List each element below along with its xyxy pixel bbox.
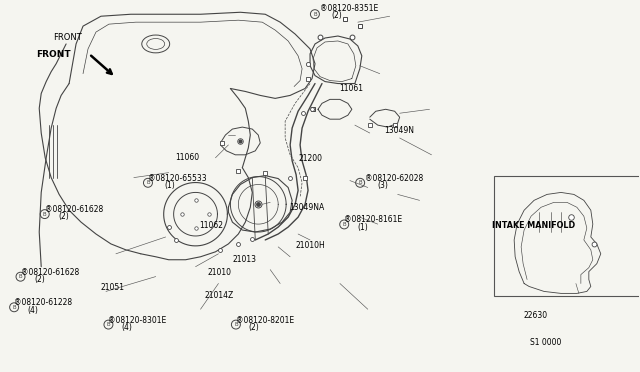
Text: ®08120-62028: ®08120-62028: [365, 174, 423, 183]
Text: 13049NA: 13049NA: [289, 202, 324, 212]
Text: 21013: 21013: [232, 255, 256, 264]
Text: B: B: [12, 305, 16, 310]
Text: B: B: [146, 180, 150, 185]
Text: ®08120-8351E: ®08120-8351E: [320, 4, 378, 13]
Text: (2): (2): [59, 212, 70, 221]
Text: 21051: 21051: [100, 283, 124, 292]
Text: B: B: [19, 274, 22, 279]
Text: (3): (3): [378, 181, 388, 190]
Text: FRONT: FRONT: [36, 51, 71, 60]
Text: (1): (1): [357, 223, 368, 232]
Text: (2): (2): [248, 323, 259, 332]
Text: ®08120-8301E: ®08120-8301E: [108, 315, 166, 325]
Text: 21014Z: 21014Z: [204, 291, 233, 299]
Text: B: B: [342, 222, 346, 227]
Text: B: B: [358, 180, 362, 185]
Text: B: B: [234, 322, 237, 327]
Text: S1 0000: S1 0000: [531, 338, 562, 347]
Text: ®08120-65533: ®08120-65533: [148, 174, 207, 183]
Text: 11060: 11060: [175, 153, 199, 162]
Text: ®08120-61628: ®08120-61628: [45, 205, 103, 214]
Text: ®08120-8161E: ®08120-8161E: [344, 215, 403, 224]
Text: (4): (4): [121, 323, 132, 332]
Text: 21010H: 21010H: [296, 241, 326, 250]
Text: ®08120-8201E: ®08120-8201E: [236, 315, 294, 325]
Text: (2): (2): [35, 275, 45, 284]
Text: ®08120-61228: ®08120-61228: [14, 298, 72, 307]
Text: B: B: [43, 212, 47, 217]
Text: 13049N: 13049N: [384, 126, 413, 135]
Text: 11062: 11062: [199, 221, 223, 230]
Text: ®08120-61628: ®08120-61628: [20, 268, 79, 277]
Text: FRONT: FRONT: [53, 33, 82, 42]
Text: B: B: [313, 12, 317, 17]
Text: (2): (2): [332, 11, 342, 20]
Text: 11061: 11061: [339, 84, 363, 93]
Text: B: B: [107, 322, 110, 327]
Text: (1): (1): [164, 181, 175, 190]
Text: 21010: 21010: [207, 268, 231, 277]
Text: 21200: 21200: [299, 154, 323, 163]
Text: (4): (4): [27, 306, 38, 315]
Bar: [494, 176, 640, 296]
Text: INTAKE MANIFOLD: INTAKE MANIFOLD: [492, 221, 575, 230]
Text: 22630: 22630: [524, 311, 548, 320]
